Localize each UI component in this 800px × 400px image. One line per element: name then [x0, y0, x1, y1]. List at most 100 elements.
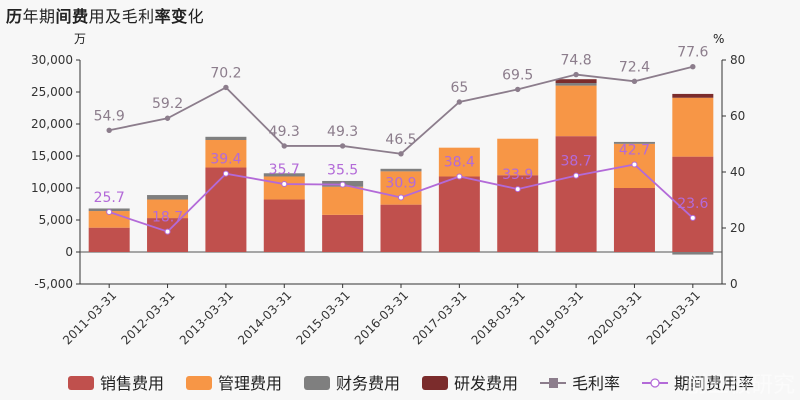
legend-label: 毛利率 — [572, 374, 620, 393]
data-label: 35.7 — [269, 162, 300, 178]
bar — [613, 141, 655, 144]
series-point — [398, 151, 404, 157]
series-point — [281, 181, 288, 188]
y-left-tick-label: 20,000 — [31, 117, 73, 131]
series-point — [106, 127, 112, 133]
bar — [672, 93, 714, 98]
bar — [88, 227, 130, 252]
legend-label: 期间费用率 — [674, 374, 754, 393]
legend-swatch — [68, 376, 94, 390]
bar — [555, 79, 597, 84]
legend-marker — [549, 378, 558, 388]
y-left-tick-label: -5,000 — [34, 277, 73, 291]
bar — [205, 140, 247, 168]
bar — [205, 167, 247, 252]
series-point — [456, 173, 463, 180]
data-label: 38.4 — [444, 154, 475, 170]
bar — [147, 218, 189, 252]
series-point — [514, 186, 521, 193]
bar — [438, 147, 480, 177]
series-point — [573, 172, 580, 179]
data-label: 59.2 — [152, 96, 183, 112]
bar — [322, 214, 364, 252]
bar — [613, 188, 655, 252]
legend-marker — [650, 378, 660, 388]
data-label: 49.3 — [269, 124, 300, 140]
lines — [106, 64, 696, 235]
data-label: 42.7 — [619, 142, 650, 158]
data-label: 54.9 — [94, 108, 125, 124]
y-right-tick-label: 0 — [730, 277, 738, 291]
y-left-tick-label: 0 — [65, 245, 73, 259]
legend-swatch — [422, 376, 448, 390]
series-point — [222, 170, 229, 177]
x-tick-label: 2020-03-31 — [585, 288, 644, 347]
data-label: 70.2 — [210, 65, 241, 81]
data-label: 25.7 — [94, 190, 125, 206]
watermark: 创业板研究 — [685, 373, 795, 398]
data-label: 30.9 — [385, 175, 416, 191]
legend-label: 管理费用 — [218, 374, 282, 393]
data-label: 65 — [450, 80, 468, 96]
data-label: 69.5 — [502, 67, 533, 83]
series-point — [281, 143, 287, 149]
data-label: 77.6 — [677, 45, 708, 61]
data-label: 33.9 — [502, 167, 533, 183]
x-tick-label: 2012-03-31 — [118, 288, 177, 347]
data-label: 46.5 — [385, 132, 416, 148]
bar — [380, 168, 422, 172]
legend-label: 研发费用 — [454, 374, 518, 393]
y-left-tick-label: 30,000 — [31, 53, 73, 67]
legend-swatch — [186, 376, 212, 390]
y-left-tick-label: 15,000 — [31, 149, 73, 163]
data-labels: 54.9 59.2 70.2 49.3 49.3 46.5 65 69.5 74.8 72.4 77… — [94, 45, 709, 226]
series-point — [339, 181, 346, 188]
data-label: 72.4 — [619, 59, 650, 75]
bar — [555, 136, 597, 252]
series-point — [631, 161, 638, 168]
bar — [672, 252, 714, 255]
bar — [205, 136, 247, 140]
x-tick-label: 2015-03-31 — [294, 288, 353, 347]
x-tick-label: 2013-03-31 — [177, 288, 236, 347]
bar — [263, 199, 305, 252]
data-label: 23.6 — [677, 196, 708, 212]
x-tick-label: 2017-03-31 — [410, 288, 469, 347]
data-label: 38.7 — [561, 154, 592, 170]
y-left-tick-label: 10,000 — [31, 181, 73, 195]
x-tick-label: 2021-03-31 — [644, 288, 703, 347]
x-tick-label: 2018-03-31 — [469, 288, 528, 347]
bar — [147, 199, 189, 219]
y-left-tick-label: 5,000 — [39, 213, 73, 227]
legend: 销售费用 管理费用 财务费用 研发费用 毛利率 期间费用率 — [68, 374, 754, 393]
y-left-tick-label: 25,000 — [31, 85, 73, 99]
bar — [147, 195, 189, 200]
data-label: 35.5 — [327, 163, 358, 179]
bar — [438, 176, 480, 252]
data-label: 49.3 — [327, 124, 358, 140]
series-point — [573, 71, 579, 78]
y-right-tick-label: 80 — [730, 53, 745, 67]
x-tick-label: 2016-03-31 — [352, 288, 411, 347]
y-left-unit: 万 — [74, 32, 86, 46]
series-point — [106, 209, 113, 216]
x-tick-label: 2011-03-31 — [60, 288, 119, 347]
data-label: 18.7 — [152, 210, 183, 226]
bar — [497, 138, 539, 176]
bar — [322, 186, 364, 215]
bar — [263, 173, 305, 177]
series-point — [689, 214, 696, 221]
bar — [672, 97, 714, 157]
bar — [555, 83, 597, 86]
series-point — [164, 115, 171, 121]
series-point — [398, 194, 404, 201]
series-point — [690, 64, 696, 70]
data-label: 74.8 — [561, 53, 592, 69]
series-point — [631, 78, 638, 84]
legend-label: 财务费用 — [336, 374, 400, 393]
series-point — [223, 84, 229, 91]
bar — [555, 85, 597, 137]
series-point — [456, 99, 463, 105]
chart-title: 历年期间费用及毛利率变化 — [6, 7, 205, 26]
